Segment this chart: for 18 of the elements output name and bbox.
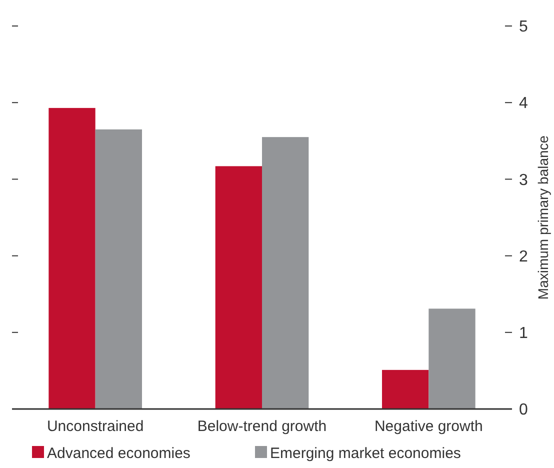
x-tick-label: Negative growth xyxy=(374,418,483,435)
y-tick-label: 0 xyxy=(519,402,528,419)
y-tick-label: 5 xyxy=(519,18,528,36)
x-tick-label: Below-trend growth xyxy=(197,418,327,435)
bar xyxy=(428,308,476,409)
legend-label: Advanced economies xyxy=(47,445,190,462)
bar xyxy=(95,129,142,409)
y-tick-label: 2 xyxy=(519,248,528,266)
bar xyxy=(262,137,309,409)
y-tick-label: 1 xyxy=(519,325,528,342)
x-tick-label: Unconstrained xyxy=(46,418,144,435)
legend-label: Emerging market economies xyxy=(270,445,461,462)
bar xyxy=(48,108,96,409)
y-tick-label: 3 xyxy=(519,172,528,189)
bar xyxy=(215,166,262,409)
y-axis-title: Maximum primary balance xyxy=(535,135,551,300)
y-tick-label: 4 xyxy=(519,95,528,112)
bar xyxy=(382,370,429,409)
